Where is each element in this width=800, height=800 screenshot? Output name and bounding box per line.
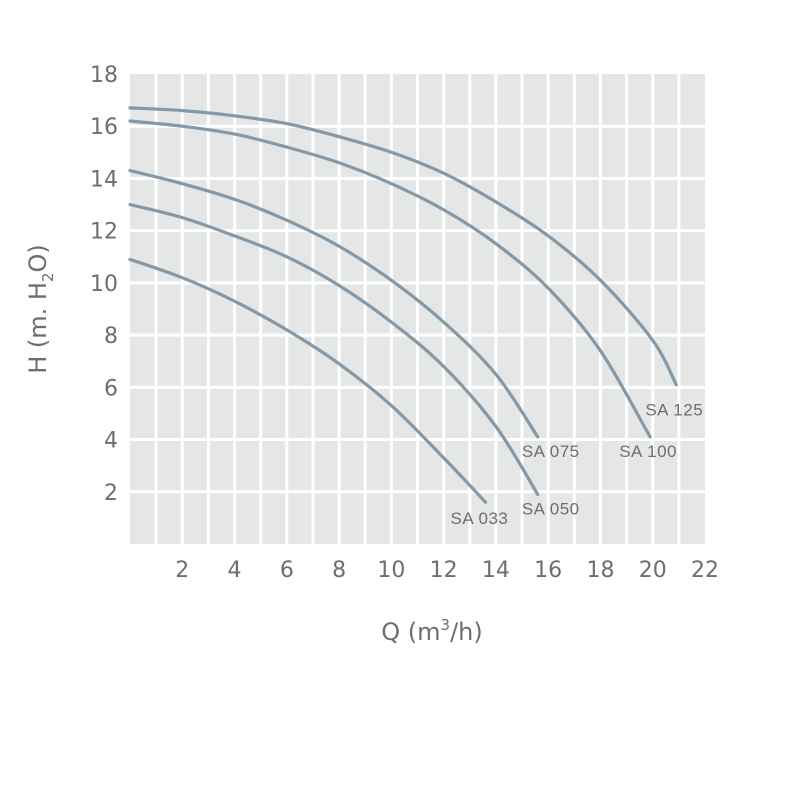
x-tick-label: 4	[228, 558, 242, 583]
y-tick-label: 4	[104, 429, 118, 454]
curve-sa-125	[128, 106, 678, 387]
series-curves	[128, 106, 678, 504]
y-axis-title: H (m. H2O)	[24, 244, 57, 374]
series-label-sa-100: SA 100	[619, 442, 677, 461]
y-tick-label: 10	[90, 272, 118, 297]
y-tick-label: 18	[90, 63, 118, 88]
x-tick-label: 22	[691, 558, 719, 583]
y-tick-label: 8	[104, 324, 118, 349]
x-tick-label: 16	[534, 558, 562, 583]
x-tick-label: 14	[482, 558, 510, 583]
x-tick-label: 18	[586, 558, 614, 583]
y-tick-label: 6	[104, 376, 118, 401]
y-tick-label: 2	[104, 481, 118, 506]
x-tick-label: 10	[377, 558, 405, 583]
x-tick-label: 20	[639, 558, 667, 583]
series-label-sa-050: SA 050	[522, 499, 580, 518]
x-tick-label: 12	[430, 558, 458, 583]
x-tick-label: 6	[280, 558, 294, 583]
x-axis-ticks: 2 4 6 8 10 12 14 16 18 20 22	[175, 558, 719, 583]
x-tick-label: 2	[175, 558, 189, 583]
y-tick-label: 16	[90, 115, 118, 140]
series-label-sa-125: SA 125	[645, 401, 703, 420]
x-axis-title: Q (m3/h)	[381, 616, 482, 646]
curve-sa-100	[128, 119, 652, 439]
curve-sa-050	[128, 203, 540, 496]
y-tick-label: 14	[90, 167, 118, 192]
series-label-sa-075: SA 075	[522, 442, 580, 461]
x-tick-label: 8	[332, 558, 346, 583]
series-labels: SA 033 SA 050 SA 075 SA 100 SA 125	[451, 401, 703, 529]
series-label-sa-033: SA 033	[451, 509, 509, 528]
curve-sa-033	[128, 257, 488, 504]
grid	[130, 74, 705, 544]
curve-sa-075	[128, 169, 540, 439]
y-tick-label: 12	[90, 220, 118, 245]
y-axis-ticks: 2 4 6 8 10 12 14 16 18	[90, 63, 118, 506]
